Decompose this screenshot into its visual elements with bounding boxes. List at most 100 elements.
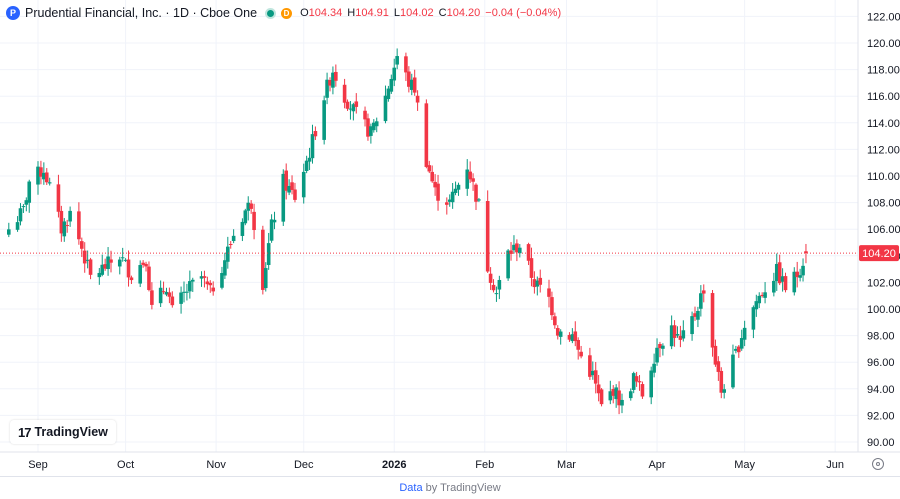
candle-body[interactable] [252,211,256,231]
candle-body[interactable] [696,310,700,320]
candle-body[interactable] [342,84,347,103]
candle-body[interactable] [593,370,598,384]
candle-body[interactable] [763,292,767,298]
candle-body[interactable] [202,276,207,278]
candle-body[interactable] [123,259,128,261]
candle-body[interactable] [228,244,233,246]
candle-body[interactable] [68,210,72,222]
candle-body[interactable] [760,294,764,297]
candle-body[interactable] [47,182,52,184]
candle-body[interactable] [658,344,662,349]
candle-body[interactable] [85,259,90,261]
candle-body[interactable] [185,291,189,293]
candle-body[interactable] [672,325,677,338]
candle-body[interactable] [100,264,105,275]
candle-body[interactable] [529,258,534,278]
candle-body[interactable] [56,184,61,212]
candle-body[interactable] [129,277,134,281]
candle-body[interactable] [777,262,782,284]
candle-body[interactable] [36,166,40,185]
candle-body[interactable] [369,126,373,136]
candle-body[interactable] [345,101,350,109]
candle-body[interactable] [690,316,694,335]
candle-body[interactable] [795,271,799,278]
candle-body[interactable] [290,182,294,190]
candle-body[interactable] [617,390,621,406]
candle-body[interactable] [179,292,183,304]
candle-body[interactable] [494,293,499,295]
candle-body[interactable] [699,293,703,309]
candle-body[interactable] [266,243,271,265]
candle-body[interactable] [512,244,516,251]
candle-body[interactable] [190,279,195,282]
candle-body[interactable] [334,71,338,81]
candle-body[interactable] [553,316,557,326]
candle-body[interactable] [44,172,49,183]
candle-body[interactable] [182,291,186,293]
candle-body[interactable] [220,273,224,288]
candle-body[interactable] [739,338,744,349]
chart-canvas[interactable]: 90.00 92.00 94.00 96.00 98.00 100.00 102.00 104… [0,0,900,476]
candle-body[interactable] [637,381,642,383]
candle-body[interactable] [313,131,318,137]
candle-body[interactable] [628,391,633,399]
candlestick-chart[interactable]: 90.00 92.00 94.00 96.00 98.00 100.00 102.00 104… [0,0,900,476]
candle-body[interactable] [652,363,656,373]
candle-body[interactable] [506,250,510,279]
candle-body[interactable] [751,307,756,330]
candle-body[interactable] [792,271,797,293]
candle-body[interactable] [713,345,718,365]
candle-body[interactable] [772,280,776,293]
candle-body[interactable] [304,160,309,172]
candle-body[interactable] [126,259,131,278]
candle-body[interactable] [307,157,312,162]
candle-body[interactable] [471,178,475,182]
candle-body[interactable] [208,282,213,286]
candle-body[interactable] [427,165,432,172]
candle-body[interactable] [150,290,154,305]
candle-body[interactable] [573,331,578,342]
candle-body[interactable] [801,265,805,276]
candle-body[interactable] [240,221,245,236]
candle-body[interactable] [570,334,575,342]
candle-body[interactable] [363,110,367,120]
candle-body[interactable] [579,351,583,357]
candle-body[interactable] [103,264,107,269]
candle-body[interactable] [82,250,87,264]
candle-body[interactable] [465,169,470,189]
candle-body[interactable] [80,241,84,249]
candle-body[interactable] [742,327,747,340]
candle-body[interactable] [526,244,531,261]
candle-body[interactable] [407,71,411,87]
data-link[interactable]: Data [399,482,423,494]
candle-body[interactable] [374,121,379,127]
candle-body[interactable] [488,273,493,283]
candle-body[interactable] [372,122,376,131]
candle-body[interactable] [701,290,706,294]
candle-body[interactable] [731,354,735,388]
candle-body[interactable] [608,391,613,401]
candle-body[interactable] [515,243,519,253]
candle-body[interactable] [161,291,166,293]
candle-body[interactable] [109,259,113,263]
candle-body[interactable] [661,345,665,349]
candle-body[interactable] [518,247,522,254]
candle-body[interactable] [351,104,356,112]
candle-body[interactable] [383,95,388,122]
candle-body[interactable] [491,284,496,291]
candle-body[interactable] [322,100,326,140]
candle-body[interactable] [538,277,543,285]
candle-body[interactable] [588,355,592,377]
candle-body[interactable] [15,222,20,230]
candle-body[interactable] [550,297,554,316]
candle-body[interactable] [558,331,563,337]
candle-body[interactable] [310,134,315,159]
candle-body[interactable] [450,191,455,203]
candle-body[interactable] [62,221,67,237]
candle-body[interactable] [27,181,32,203]
candle-body[interactable] [757,295,762,304]
market-status-icon[interactable] [265,7,277,19]
delayed-data-badge-icon[interactable]: D [281,7,293,19]
candle-body[interactable] [611,388,616,396]
candle-body[interactable] [485,201,490,272]
